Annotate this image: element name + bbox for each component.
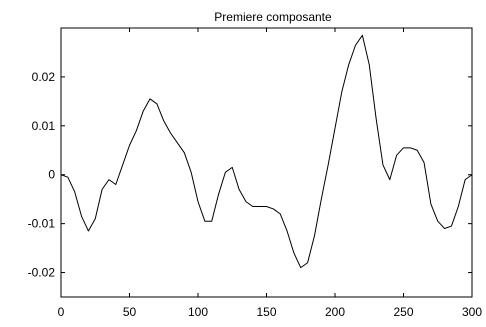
x-tick-label: 150 bbox=[256, 305, 276, 319]
x-tick-label: 300 bbox=[462, 305, 482, 319]
y-tick-label: 0 bbox=[48, 168, 55, 182]
axis-tick-labels: 0 50 100 150 200 250 300 -0.02 -0.01 0 0.01 0.02 bbox=[28, 70, 483, 319]
plot-area bbox=[60, 27, 473, 298]
y-tick-label: 0.01 bbox=[32, 119, 56, 133]
axis-ticks bbox=[60, 28, 473, 297]
series-layer bbox=[60, 34, 473, 269]
x-tick-label: 250 bbox=[393, 305, 413, 319]
y-tick-label: -0.01 bbox=[28, 217, 56, 231]
y-tick-label: 0.02 bbox=[32, 70, 56, 84]
chart-title: Premiere composante bbox=[214, 10, 332, 24]
y-tick-label: -0.02 bbox=[28, 266, 56, 280]
series-line bbox=[60, 34, 473, 269]
x-tick-label: 50 bbox=[123, 305, 137, 319]
x-tick-label: 200 bbox=[325, 305, 345, 319]
x-tick-label: 0 bbox=[58, 305, 65, 319]
x-tick-label: 100 bbox=[188, 305, 208, 319]
